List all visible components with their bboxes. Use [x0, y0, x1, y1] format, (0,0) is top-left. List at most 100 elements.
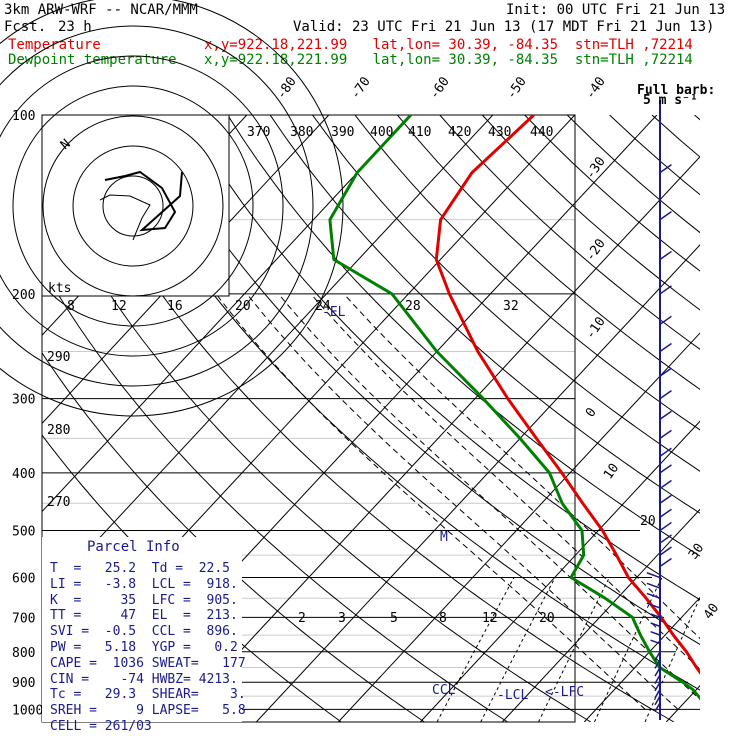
isotherm-label: -70 [348, 74, 374, 102]
theta-label: 410 [408, 125, 431, 140]
theta-label: 430 [488, 125, 511, 140]
isotherm-label: 10 [601, 461, 622, 482]
isotherm-line [42, 115, 412, 513]
theta-left-label: 270 [47, 495, 70, 510]
forecast-hour: 23 h [58, 19, 92, 35]
mixing-ratio-label: 8 [439, 611, 447, 626]
mixing-ratio-line [644, 596, 700, 722]
theta-label: 400 [370, 125, 393, 140]
wind-barb [650, 631, 661, 636]
wind-barb [659, 557, 672, 568]
mixing-ratio-label: 2 [298, 611, 306, 626]
mixing-ratio-line [538, 577, 610, 722]
hodograph-ring-label: 16 [167, 299, 183, 314]
dry-adiabat [312, 115, 700, 472]
wind-barb [659, 163, 672, 174]
isotherm-label: -80 [274, 74, 300, 102]
pressure-tick-label: 800 [12, 646, 35, 661]
hodograph-ring [42, 115, 224, 297]
dry-adiabat [524, 115, 700, 272]
dry-adiabat [99, 115, 700, 691]
theta-label: 440 [530, 125, 553, 140]
parcel-info-line: SVI = -0.5 CCL = 896. [50, 624, 238, 640]
hodograph-ring [102, 175, 164, 237]
wind-barb [654, 688, 661, 699]
wind-barb [659, 367, 672, 377]
parcel-info-line: Tc = 29.3 SHEAR= 3. [50, 687, 246, 703]
lcl-label: -LCL [497, 688, 528, 703]
hodograph-trace-2 [99, 194, 151, 241]
hodograph-ring-label: 32 [503, 299, 519, 314]
dry-adiabat [354, 115, 700, 431]
wind-barb [659, 389, 672, 400]
wind-barb [659, 315, 672, 325]
wind-barb [659, 534, 672, 544]
hodograph-trace [104, 170, 183, 232]
theta-left-label: 290 [47, 350, 70, 365]
parcel-info-line: CIN = -74 HWBZ= 4213. [50, 671, 238, 687]
dry-adiabat [227, 115, 700, 557]
pressure-tick-label: 1000 [12, 703, 43, 718]
hodograph-ring [0, 0, 344, 417]
parcel-info-line: TT = 47 EL = 213. [50, 608, 238, 624]
wind-barb [654, 702, 661, 712]
legend-temperature-info: x,y=922.18,221.99 lat,lon= 30.39, -84.35… [204, 37, 693, 53]
valid-time: Valid: 23 UTC Fri 21 Jun 13 (17 MDT Fri … [293, 19, 715, 35]
pressure-tick-label: 100 [12, 109, 35, 124]
hodograph-ring [0, 25, 314, 387]
wind-barb [654, 651, 661, 661]
isotherm-label: 20 [640, 514, 656, 529]
parcel-info-title: Parcel Info [87, 539, 180, 555]
hodograph-ring [72, 145, 194, 267]
wind-barb [659, 410, 672, 420]
dry-adiabat [609, 115, 700, 196]
isotherm-line [583, 596, 700, 722]
wind-barb [646, 602, 661, 609]
moist-adiabat [310, 293, 700, 670]
theta-label: 420 [448, 125, 471, 140]
isotherm-label: 30 [686, 541, 707, 562]
isotherm-label: -30 [583, 154, 609, 182]
parcel-info-line: K = 35 LFC = 905. [50, 592, 238, 608]
pressure-tick-label: 600 [12, 572, 35, 587]
wind-barb [659, 447, 672, 457]
mixing-ratio-label: 3 [338, 611, 346, 626]
wind-barb [650, 622, 661, 628]
mixing-ratio-line [480, 577, 556, 722]
mixing-ratio-line [712, 578, 740, 723]
parcel-info-line: LI = -3.8 LCL = 918. [50, 576, 238, 592]
isotherm-line [42, 115, 330, 425]
pressure-tick-label: 400 [12, 467, 35, 482]
isotherm-line [419, 420, 700, 722]
hodograph-ring-label: 12 [111, 299, 127, 314]
wind-barb [650, 639, 661, 645]
mixing-ratio-label: 12 [482, 611, 498, 626]
isotherm-line [173, 155, 700, 722]
isotherm-label: -40 [583, 74, 609, 102]
hodograph-ring-label: 24 [315, 299, 331, 314]
lfc-label: <-LFC [545, 685, 584, 700]
model-title: 3km ARW-WRF -- NCAR/MMM [4, 2, 198, 18]
parcel-info-line: CAPE = 1036 SWEAT= 177 [50, 655, 246, 671]
hodograph-ring-label: 20 [235, 299, 251, 314]
isotherm-line [501, 508, 700, 722]
pressure-tick-label: 500 [12, 524, 35, 539]
pressure-tick-label: 700 [12, 611, 35, 626]
hodograph-ring-label: 28 [405, 299, 421, 314]
temperature-curve [434, 115, 700, 675]
init-time: Init: 00 UTC Fri 21 Jun 13 [506, 2, 726, 18]
wind-barb [659, 464, 672, 474]
dry-adiabat [269, 115, 700, 514]
legend-dewpoint: Dewpoint temperature [8, 52, 177, 68]
isotherm-line [255, 244, 700, 722]
wind-barb [659, 250, 672, 261]
parcel-info-line: PW = 5.18 YGP = 0.2 [50, 640, 238, 655]
wind-barb [659, 546, 672, 556]
wind-barb [646, 592, 661, 599]
wind-barb [654, 695, 661, 706]
theta-left-label: 280 [47, 423, 70, 438]
pressure-tick-label: 200 [12, 288, 35, 303]
legend-dewpoint-info: x,y=922.18,221.99 lat,lon= 30.39, -84.35… [204, 52, 693, 68]
mean-label: M [440, 530, 448, 545]
